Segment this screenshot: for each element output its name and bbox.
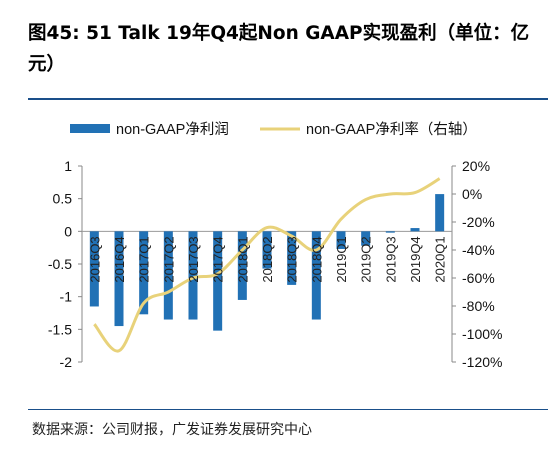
bar bbox=[435, 194, 445, 232]
bar bbox=[89, 231, 99, 307]
legend: non-GAAP净利润 non-GAAP净利率（右轴） bbox=[70, 121, 477, 138]
legend-bar-swatch bbox=[70, 124, 110, 133]
x-tick-label: 2018Q3 bbox=[285, 236, 300, 282]
right-tick-label: -80% bbox=[462, 298, 495, 314]
left-tick-label: 0.5 bbox=[53, 191, 73, 207]
x-axis-labels: 2016Q3 2016Q4 2017Q1 2017Q2 2017Q3 2017Q4 2018… bbox=[87, 236, 447, 282]
x-tick-label: 2019Q2 bbox=[359, 236, 374, 282]
x-tick-label: 2016Q4 bbox=[112, 236, 127, 282]
right-tick-label: -20% bbox=[462, 214, 495, 230]
bar bbox=[410, 228, 420, 232]
bar bbox=[262, 231, 272, 269]
left-tick-label: -1.5 bbox=[48, 321, 72, 337]
title-divider bbox=[28, 98, 548, 100]
right-tick-label: 0% bbox=[462, 186, 482, 202]
bar-series bbox=[89, 194, 445, 331]
bar bbox=[213, 231, 223, 331]
right-tick-label: -60% bbox=[462, 270, 495, 286]
chart-title: 图45: 51 Talk 19年Q4起Non GAAP实现盈利（单位：亿元） bbox=[28, 23, 530, 75]
bar bbox=[114, 231, 124, 327]
source-note: 数据来源：公司财报，广发证券发展研究中心 bbox=[32, 422, 312, 438]
left-tick-label: 1 bbox=[64, 158, 72, 174]
bar bbox=[188, 231, 198, 320]
left-tick-label: -1 bbox=[60, 289, 73, 305]
left-tick-label: -0.5 bbox=[48, 256, 72, 272]
x-tick-label: 2016Q3 bbox=[87, 236, 102, 282]
x-tick-label: 2017Q3 bbox=[186, 236, 201, 282]
footer-divider bbox=[28, 409, 548, 410]
right-tick-label: -100% bbox=[462, 326, 502, 342]
legend-bar-label: non-GAAP净利润 bbox=[116, 121, 229, 138]
bar bbox=[361, 231, 371, 246]
x-tick-label: 2018Q1 bbox=[235, 236, 250, 282]
bar bbox=[311, 231, 321, 320]
bar bbox=[336, 231, 346, 249]
right-tick-label: 20% bbox=[462, 158, 490, 174]
x-tick-label: 2018Q4 bbox=[309, 236, 324, 282]
right-tick-label: -120% bbox=[462, 354, 502, 370]
left-tick-label: 0 bbox=[64, 223, 72, 239]
legend-line-label: non-GAAP净利率（右轴） bbox=[306, 121, 477, 138]
bar bbox=[287, 231, 297, 285]
x-tick-label: 2017Q1 bbox=[137, 236, 152, 282]
bar bbox=[237, 231, 247, 300]
x-tick-label: 2019Q1 bbox=[334, 236, 349, 282]
left-tick-label: -2 bbox=[60, 354, 73, 370]
net-margin-line bbox=[93, 177, 441, 353]
line-series bbox=[93, 177, 441, 353]
x-tick-label: 2020Q1 bbox=[433, 236, 448, 282]
x-tick-label: 2018Q2 bbox=[260, 236, 275, 282]
x-tick-label: 2017Q2 bbox=[161, 236, 176, 282]
axes: 1 0.5 0 -0.5 -1 -1.5 -2 20% 0% -20% -40% -60% -80% -1… bbox=[48, 158, 503, 370]
right-tick-label: -40% bbox=[462, 242, 495, 258]
bar bbox=[139, 231, 149, 315]
bar bbox=[385, 231, 395, 233]
x-tick-label: 2019Q4 bbox=[408, 236, 423, 282]
x-tick-label: 2017Q4 bbox=[211, 236, 226, 282]
bar bbox=[163, 231, 173, 320]
x-tick-label: 2019Q3 bbox=[383, 236, 398, 282]
